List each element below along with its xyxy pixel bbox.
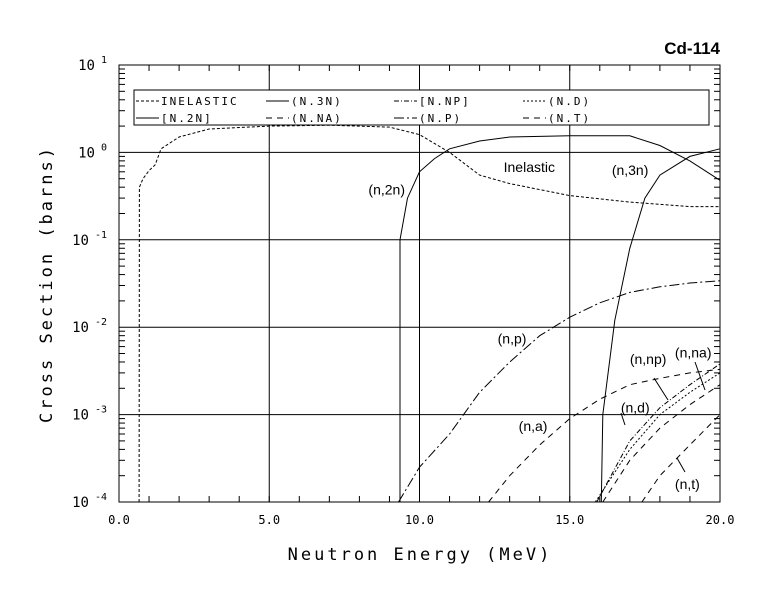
x-tick-label: 15.0 — [555, 513, 584, 527]
y-axis-label: Cross Section (barns) — [37, 145, 57, 423]
legend: INELASTIC (N.3N) [N.NP] (N.D) [N.2N] (N.NA) (N… — [133, 89, 710, 126]
y-tick-base: 10 — [72, 320, 89, 336]
x-tick-label: 0.0 — [108, 513, 130, 527]
annotation-label: (n,2n) — [368, 181, 405, 197]
x-tick-label: 20.0 — [706, 513, 735, 527]
series-line-nt — [641, 414, 721, 503]
legend-label: (N.3N) — [291, 95, 343, 108]
chart-title: Cd-114 — [664, 39, 720, 58]
legend-label: INELASTIC — [161, 95, 239, 108]
y-tick-exponent: -1 — [89, 230, 107, 241]
y-tick-label: 10 -1 — [72, 230, 107, 249]
y-tick-exponent: -2 — [89, 317, 107, 328]
series-line-inelastic — [138, 124, 720, 503]
annotation-leader-line — [620, 412, 626, 426]
legend-label: [N.2N] — [161, 112, 213, 125]
legend-label: (N.D) — [548, 95, 591, 108]
y-tick-base: 10 — [72, 495, 89, 511]
series-line-nnp — [596, 363, 721, 503]
legend-label: (N.T) — [548, 112, 591, 125]
legend-label: (N.NA) — [291, 112, 343, 125]
grid — [119, 65, 720, 502]
annotation-leader-line — [653, 377, 669, 401]
legend-label: [N.NP] — [419, 95, 471, 108]
y-tick-exponent: 1 — [95, 55, 107, 66]
annotation-label: (n,3n) — [612, 162, 649, 178]
annotation-label: Inelastic — [504, 159, 555, 175]
x-tick-label: 10.0 — [405, 513, 434, 527]
annotation-label: (n,d) — [621, 400, 650, 416]
y-tick-label: 10 -3 — [72, 405, 107, 424]
y-tick-label: 10 0 — [78, 142, 107, 161]
series-line-n2n — [399, 135, 721, 502]
series-line-nd — [594, 372, 721, 503]
y-tick-exponent: -3 — [89, 405, 107, 416]
annotation-label: (n,t) — [675, 476, 700, 492]
y-tick-exponent: -4 — [89, 492, 107, 503]
annotation-leader-line — [676, 457, 686, 473]
y-tick-label: 10 -2 — [72, 317, 107, 336]
series-line-n3n — [600, 148, 721, 503]
y-tick-label: 10 -4 — [72, 492, 107, 511]
x-tick-label: 5.0 — [258, 513, 280, 527]
y-tick-base: 10 — [72, 408, 89, 424]
annotation-label: (n,a) — [519, 418, 548, 434]
y-tick-base: 10 — [78, 145, 95, 161]
series-line-na — [488, 368, 721, 503]
y-tick-base: 10 — [72, 233, 89, 249]
annotation-leader-line — [694, 361, 706, 391]
series-group — [138, 124, 721, 503]
annotation-label: (n,na) — [675, 345, 712, 361]
series-line-np — [398, 280, 721, 503]
x-axis-label: Neutron Energy (MeV) — [288, 545, 553, 565]
y-tick-base: 10 — [78, 58, 95, 74]
legend-box — [133, 89, 710, 126]
annotation-label: (n,p) — [498, 331, 527, 347]
annotation-label: (n,np) — [630, 351, 667, 367]
annotations: Inelastic (n,2n) (n,3n) (n,p) (n,a) (n,np) (n,… — [368, 159, 711, 492]
legend-label: (N.P) — [419, 112, 462, 125]
series-line-nna — [602, 384, 721, 503]
y-tick-exponent: 0 — [95, 142, 107, 153]
plot-frame — [118, 64, 721, 503]
y-tick-label: 10 1 — [78, 55, 107, 74]
axis-ticks: 0.0 5.0 10.0 15.0 20.010 110 010 -110 -210 -… — [72, 55, 734, 527]
